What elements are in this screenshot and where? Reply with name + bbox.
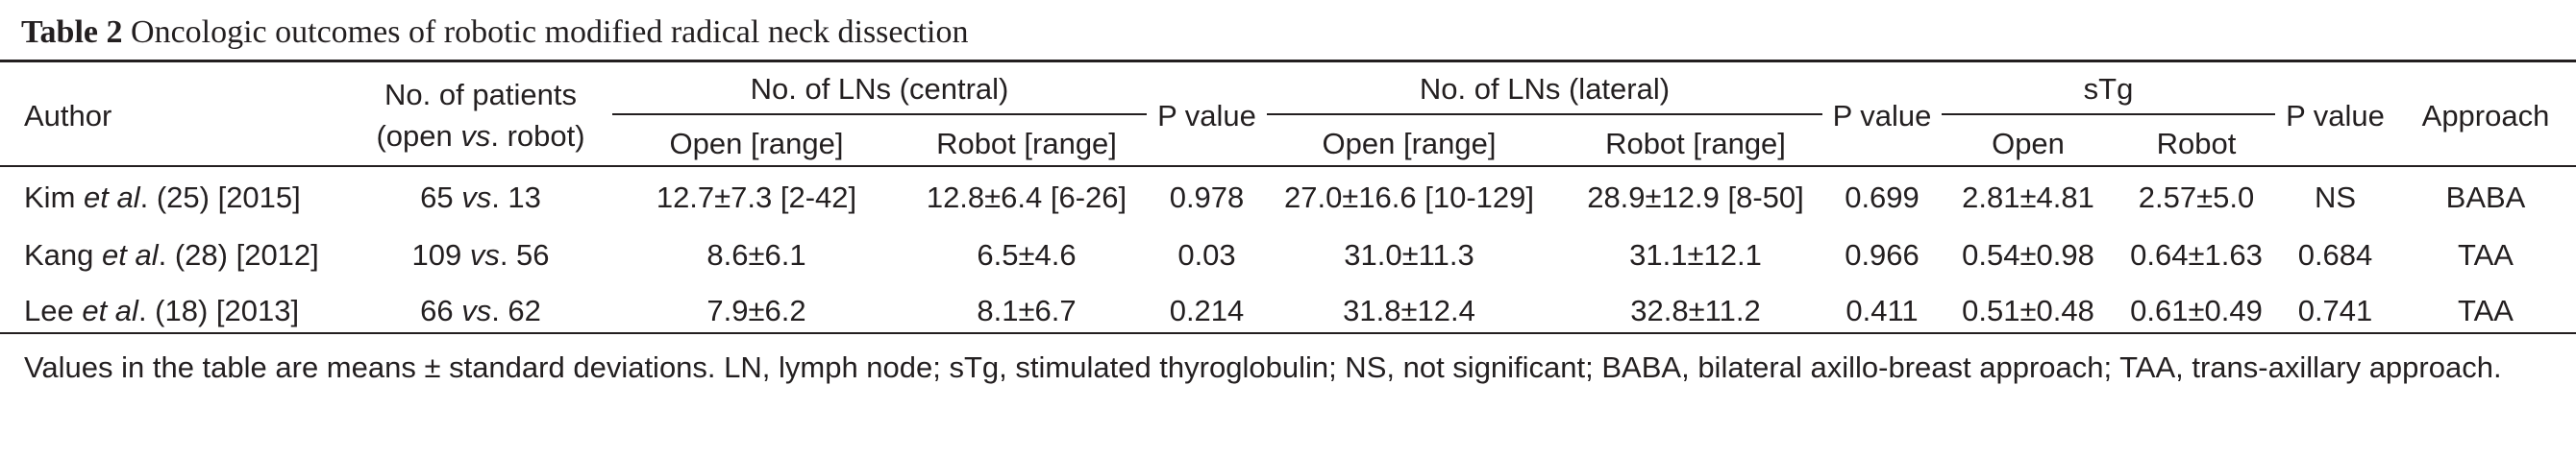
- header-author: Author: [24, 99, 112, 133]
- header-stg: sTg: [2083, 72, 2134, 106]
- row-3-author-name: Lee: [24, 294, 83, 327]
- row-2-stg-robot: 0.64±1.63: [2130, 238, 2263, 272]
- header-bottom-rule: [0, 165, 2576, 167]
- row-2-central-robot: 6.5±4.6: [977, 238, 1077, 272]
- row-3-p3: 0.741: [2297, 294, 2373, 327]
- row-1-author-name: Kim: [24, 181, 84, 214]
- row-2-approach: TAA: [2458, 238, 2514, 272]
- table-top-rule: [0, 60, 2576, 62]
- row-2-author-name: Kang: [24, 238, 103, 272]
- row-1-central-open: 12.7±7.3 [2-42]: [656, 181, 857, 214]
- row-3-stg-open: 0.51±0.48: [1962, 294, 2094, 327]
- row-1-p2: 0.699: [1845, 181, 1920, 214]
- row-3-lateral-robot: 32.8±11.2: [1630, 294, 1761, 327]
- header-p-value-1: P value: [1157, 99, 1256, 133]
- header-patients-line2-pre: (open: [376, 119, 461, 153]
- row-2-patients-open: 109: [411, 238, 470, 272]
- stg-span-rule: [1942, 113, 2275, 115]
- header-approach: Approach: [2421, 99, 2550, 133]
- row-1-approach: BABA: [2445, 181, 2526, 214]
- header-lateral-open: Open [range]: [1322, 127, 1497, 160]
- row-2-p3: 0.684: [2297, 238, 2373, 272]
- row-2-stg-open: 0.54±0.98: [1962, 238, 2094, 272]
- row-1-patients-vs: vs: [461, 181, 492, 214]
- row-1-author-ref: . (25) [2015]: [139, 181, 301, 214]
- header-central-robot: Robot [range]: [936, 127, 1117, 160]
- row-1-author: Kim et al. (25) [2015]: [24, 179, 301, 217]
- row-3-central-open: 7.9±6.2: [706, 294, 806, 327]
- row-3-lateral-open: 31.8±12.4: [1343, 294, 1475, 327]
- row-3-patients: 66 vs. 62: [356, 292, 606, 330]
- row-3-central-robot: 8.1±6.7: [977, 294, 1077, 327]
- row-1-central-robot: 12.8±6.4 [6-26]: [926, 181, 1127, 214]
- header-patients-line2: (open vs. robot): [356, 117, 606, 156]
- row-1-stg-robot: 2.57±5.0: [2138, 181, 2255, 214]
- row-1-p1: 0.978: [1169, 181, 1245, 214]
- row-3-patients-robot: . 62: [491, 294, 541, 327]
- header-stg-open: Open: [1992, 127, 2065, 160]
- header-p-value-3: P value: [2286, 99, 2385, 133]
- row-3-patients-vs: vs: [461, 294, 492, 327]
- header-stg-robot: Robot: [2156, 127, 2237, 160]
- row-2-author-etal: et al: [102, 238, 159, 272]
- row-2-lateral-robot: 31.1±12.1: [1629, 238, 1762, 272]
- row-1-lateral-open: 27.0±16.6 [10-129]: [1283, 181, 1535, 214]
- row-1-p3: NS: [2314, 181, 2357, 214]
- table-caption: Table 2 Oncologic outcomes of robotic mo…: [21, 12, 968, 54]
- row-2-central-open: 8.6±6.1: [706, 238, 806, 272]
- row-2-p1: 0.03: [1177, 238, 1236, 272]
- header-lns-central: No. of LNs (central): [750, 72, 1009, 106]
- row-3-p2: 0.411: [1845, 294, 1919, 327]
- row-1-stg-open: 2.81±4.81: [1962, 181, 2094, 214]
- central-span-rule: [612, 113, 1147, 115]
- row-2-patients-robot: . 56: [499, 238, 550, 272]
- row-3-approach: TAA: [2458, 294, 2514, 327]
- row-2-author: Kang et al. (28) [2012]: [24, 236, 319, 275]
- header-lateral-robot: Robot [range]: [1605, 127, 1786, 160]
- row-1-lateral-robot: 28.9±12.9 [8-50]: [1587, 181, 1804, 214]
- row-3-author-ref: . (18) [2013]: [137, 294, 300, 327]
- header-patients-line2-vs: vs: [460, 119, 491, 153]
- table-caption-label: Table 2: [21, 14, 123, 50]
- body-bottom-rule: [0, 332, 2576, 334]
- header-lns-lateral: No. of LNs (lateral): [1419, 72, 1671, 106]
- header-p-value-2: P value: [1832, 99, 1932, 133]
- row-2-patients-vs: vs: [469, 238, 500, 272]
- row-1-patients-open: 65: [420, 181, 462, 214]
- row-2-author-ref: . (28) [2012]: [158, 238, 319, 272]
- row-2-p2: 0.966: [1845, 238, 1920, 272]
- row-1-patients-robot: . 13: [491, 181, 541, 214]
- header-patients-line2-post: . robot): [490, 119, 585, 153]
- row-1-author-etal: et al: [84, 181, 140, 214]
- row-1-patients: 65 vs. 13: [356, 179, 606, 217]
- row-3-p1: 0.214: [1169, 294, 1245, 327]
- table-footnote: Values in the table are means ± standard…: [24, 350, 2502, 384]
- row-2-lateral-open: 31.0±11.3: [1344, 238, 1474, 272]
- lateral-span-rule: [1267, 113, 1822, 115]
- row-3-author: Lee et al. (18) [2013]: [24, 292, 299, 330]
- header-patients-line1: No. of patients: [384, 78, 577, 111]
- row-2-patients: 109 vs. 56: [356, 236, 606, 275]
- header-central-open: Open [range]: [669, 127, 844, 160]
- row-3-stg-robot: 0.61±0.49: [2130, 294, 2263, 327]
- row-3-author-etal: et al: [82, 294, 138, 327]
- table-caption-text: Oncologic outcomes of robotic modified r…: [122, 14, 969, 50]
- row-3-patients-open: 66: [420, 294, 462, 327]
